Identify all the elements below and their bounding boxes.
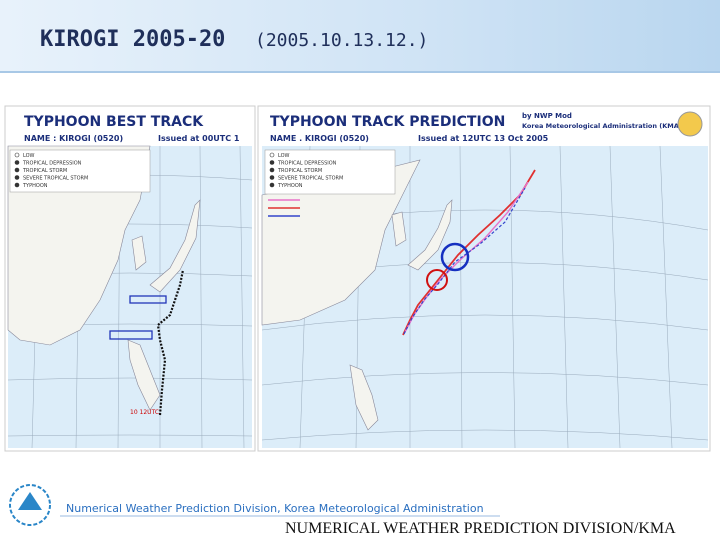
credit: Korea Meteorological Administration (KMA…: [522, 122, 682, 130]
korea: [391, 211, 407, 247]
legend-symbol: [14, 175, 20, 180]
legend-symbol: [14, 152, 20, 158]
legend-label: TROPICAL DEPRESSION: [22, 161, 82, 167]
panel-name: NAME . KIROGI (0520): [270, 134, 369, 143]
kma-logo: [677, 111, 703, 137]
legend-label: LOW: [278, 153, 290, 159]
legend-symbol: [269, 160, 275, 165]
panel-title: TYPHOON TRACK PREDICTION: [270, 114, 505, 130]
slide-subtitle: (2005.10.13.12.): [255, 30, 428, 51]
panel-title: TYPHOON BEST TRACK: [24, 114, 204, 130]
highlight-box: [129, 295, 167, 304]
korea: [131, 235, 147, 271]
panel-issued: Issued at 12UTC 13 Oct 2005: [418, 134, 549, 143]
mainland: [261, 159, 421, 326]
logo-mark: [18, 492, 42, 510]
philippines: [127, 339, 161, 411]
credit: by NWP Mod: [522, 112, 572, 120]
slide-title: KIROGI 2005-20: [40, 27, 225, 52]
legend-label: TYPHOON: [277, 183, 303, 189]
highlight-circle: [440, 242, 470, 272]
legend-label: TROPICAL STORM: [22, 168, 67, 174]
legend: [264, 149, 396, 195]
forecast-track: [402, 169, 536, 336]
legend-symbol: [14, 160, 20, 165]
japan: [407, 199, 453, 271]
legend-label: TROPICAL DEPRESSION: [277, 161, 337, 167]
legend-label: TYPHOON: [22, 183, 48, 189]
header-band: [0, 0, 720, 72]
footer-logo: [9, 484, 51, 526]
legend-symbol: [269, 152, 275, 158]
prediction-panel: TYPHOON TRACK PREDICTION NAME . KIROGI (…: [257, 105, 711, 452]
footer-division: Numerical Weather Prediction Division, K…: [66, 502, 484, 515]
legend-symbol: [269, 167, 275, 173]
panel-name: NAME : KIROGI (0520): [24, 134, 123, 143]
highlight-circle: [426, 269, 448, 291]
track-annotation: 10 12UTC: [130, 409, 159, 416]
forecast-track: [403, 187, 526, 335]
japan: [149, 199, 201, 293]
philippines: [349, 364, 379, 431]
legend: [9, 149, 151, 193]
legend-label: SEVERE TROPICAL STORM: [278, 176, 343, 182]
highlight-box: [109, 330, 153, 340]
best-track-panel: TYPHOON BEST TRACK NAME : KIROGI (0520) …: [4, 105, 256, 452]
legend-label: SEVERE TROPICAL STORM: [23, 176, 88, 182]
legend-symbol: [14, 182, 20, 188]
legend-symbol: [269, 182, 275, 188]
panel-issued: Issued at 00UTC 1: [158, 134, 240, 143]
footer-banner: NUMERICAL WEATHER PREDICTION DIVISION/KM…: [285, 520, 676, 537]
best-track: [156, 269, 185, 416]
legend-symbol: [14, 167, 20, 173]
legend-symbol: [269, 175, 275, 180]
legend-label: LOW: [23, 153, 35, 159]
legend-label: TROPICAL STORM: [277, 168, 322, 174]
